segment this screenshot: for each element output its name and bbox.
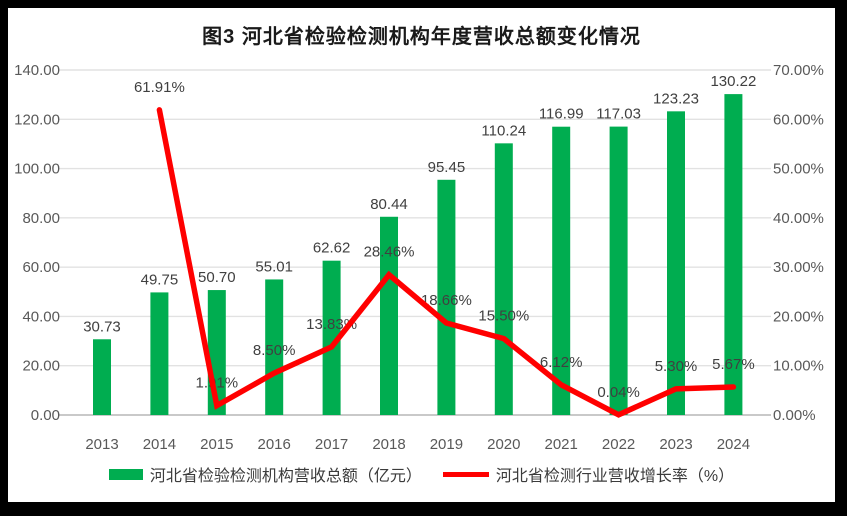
bar-2020 [494, 143, 513, 415]
right-axis-tick: 0.00% [773, 407, 816, 424]
bar-2017 [322, 260, 341, 415]
line-value-label: 1.91% [196, 375, 239, 392]
bar-value-label: 30.73 [83, 318, 121, 335]
line-value-label: 18.66% [421, 292, 472, 309]
bar-2018 [380, 216, 398, 415]
right-axis-tick: 20.00% [773, 308, 824, 325]
right-axis-tick: 30.00% [773, 259, 824, 276]
line-value-label: 15.50% [478, 308, 529, 325]
bar-2019 [437, 179, 456, 415]
x-axis-tick: 2023 [659, 436, 692, 453]
chart-title: 图3 河北省检验检测机构年度营收总额变化情况 [202, 26, 641, 48]
bar-value-label: 55.01 [255, 258, 293, 275]
right-axis-tick: 10.00% [773, 358, 824, 375]
bar-value-label: 123.23 [653, 90, 699, 107]
bar-2024 [724, 94, 743, 416]
bar-2023 [667, 111, 685, 415]
line-value-label: 5.67% [712, 356, 755, 373]
bar-value-label: 50.70 [198, 269, 236, 286]
bar-value-label: 80.44 [370, 196, 408, 213]
bar-value-label: 130.22 [710, 73, 756, 90]
x-axis-tick: 2018 [372, 436, 405, 453]
x-axis-tick: 2013 [85, 436, 118, 453]
bar-value-label: 110.24 [481, 122, 526, 139]
left-axis-tick: 100.00 [14, 161, 60, 178]
x-axis-tick: 2017 [315, 436, 348, 453]
bar-value-label: 116.99 [539, 106, 584, 123]
line-value-label: 0.04% [597, 384, 640, 401]
bar-value-label: 95.45 [428, 159, 466, 176]
x-axis-tick: 2016 [258, 436, 291, 453]
bar-2021 [552, 126, 571, 415]
growth-rate-line [156, 107, 737, 418]
left-axis-tick: 60.00 [22, 259, 60, 276]
bar-2022 [609, 126, 628, 415]
x-axis-tick: 2020 [487, 436, 520, 453]
chart-card: 0.00 0.00% 20.00 10.00% 40.00 20.00% 60.00 30.0… [8, 8, 835, 502]
line-value-label: 5.30% [655, 358, 698, 375]
line-value-label: 28.46% [364, 244, 415, 261]
bar-2016 [265, 279, 284, 415]
right-axis-tick: 40.00% [773, 210, 824, 227]
right-axis-tick: 50.00% [773, 161, 824, 178]
right-axis-tick: 60.00% [773, 111, 824, 128]
x-axis-tick: 2021 [545, 436, 578, 453]
chart-legend: 河北省检验检测机构营收总额（亿元） 河北省检测行业营收增长率（%） [8, 462, 835, 486]
line-value-label: 6.12% [540, 354, 583, 371]
left-axis-tick: 80.00 [22, 210, 60, 227]
x-axis-tick: 2019 [430, 436, 463, 453]
line-value-label: 8.50% [253, 342, 296, 359]
left-axis-tick: 40.00 [22, 308, 60, 325]
legend-line-swatch-icon [442, 471, 489, 477]
legend-bar-swatch-icon [108, 468, 143, 480]
x-axis-tick: 2014 [143, 436, 176, 453]
line-value-label: 61.91% [134, 79, 185, 96]
bar-2013 [93, 339, 111, 415]
left-axis-tick: 20.00 [22, 358, 60, 375]
x-axis-tick: 2015 [200, 436, 233, 453]
bar-value-label: 49.75 [141, 271, 179, 288]
x-axis-tick: 2022 [602, 436, 635, 453]
left-axis-tick: 0.00 [31, 407, 60, 424]
left-axis-tick: 120.00 [14, 111, 60, 128]
legend-bar-label: 河北省检验检测机构营收总额（亿元） [149, 468, 422, 485]
bar-value-label: 62.62 [313, 240, 351, 257]
right-axis-tick: 70.00% [773, 62, 824, 79]
legend-line-label: 河北省检测行业营收增长率（%） [495, 468, 735, 485]
chart-canvas: 0.00 0.00% 20.00 10.00% 40.00 20.00% 60.00 30.0… [14, 62, 824, 453]
x-axis-tick: 2024 [717, 436, 750, 453]
bar-2014 [150, 292, 169, 415]
left-axis-tick: 140.00 [14, 62, 60, 79]
bar-value-label: 117.03 [596, 106, 641, 123]
